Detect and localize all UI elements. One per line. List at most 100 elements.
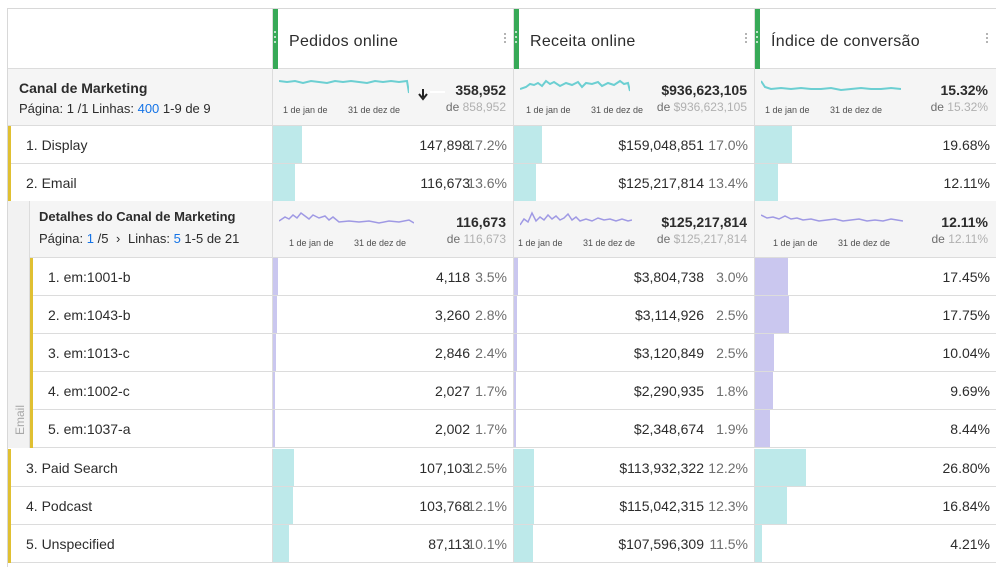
- revenue-percent: 13.4%: [708, 175, 748, 191]
- orders-percent: 17.2%: [467, 137, 507, 153]
- orders-value: 3,260: [434, 307, 470, 323]
- table-row[interactable]: 5. em:1037-a 2,002 1.7% $2,348,674 1.9% 8.44%: [30, 410, 996, 448]
- row-accent: [30, 372, 33, 410]
- total-value: $936,623,105: [661, 82, 747, 98]
- summary-revenue: 1 de jan de 31 de dez de $936,623,105 de…: [513, 69, 754, 125]
- conv-bar: [754, 334, 774, 371]
- sparkline: [520, 211, 632, 226]
- conversion-value: 26.80%: [942, 460, 990, 476]
- revenue-value: $113,932,322: [619, 460, 704, 476]
- date-end: 31 de dez de: [591, 105, 644, 115]
- conversion-value: 17.75%: [942, 307, 990, 323]
- column-header-orders[interactable]: Pedidos online: [272, 9, 513, 69]
- rows-per-page-select[interactable]: 400: [137, 101, 160, 116]
- drag-handle[interactable]: [513, 9, 519, 69]
- revenue-value: $3,114,926: [634, 307, 704, 323]
- row-label[interactable]: 4. Podcast: [26, 498, 93, 514]
- breakdown-pagination: Página: 1 /5 › Linhas: 5 1-5 de 21: [39, 231, 240, 246]
- row-label[interactable]: 5. em:1037-a: [48, 421, 131, 437]
- row-label[interactable]: 2. em:1043-b: [48, 307, 131, 323]
- page-number[interactable]: 1: [66, 101, 74, 116]
- row-label[interactable]: 3. em:1013-c: [48, 345, 130, 361]
- revenue-percent: 3.0%: [716, 269, 748, 285]
- revenue-value: $3,804,738: [633, 269, 704, 285]
- page-number[interactable]: 1: [86, 231, 94, 246]
- rows-per-page-select[interactable]: 5: [173, 231, 181, 246]
- table-row[interactable]: 1. Display 147,898 17.2% $159,048,851 17.0% 1…: [8, 126, 996, 164]
- orders-bar: [272, 525, 289, 562]
- row-label[interactable]: 3. Paid Search: [26, 460, 118, 476]
- orders-value: 116,673: [420, 175, 470, 191]
- pagination: Página: 1 /1 Linhas: 400 1-9 de 9: [19, 101, 211, 116]
- sparkline: [761, 214, 903, 222]
- summary-conversion: 1 de jan de 31 de dez de 15.32% de 15.32…: [754, 69, 995, 125]
- row-label[interactable]: 5. Unspecified: [26, 536, 115, 552]
- conv-bar: [754, 372, 773, 409]
- column-header-revenue[interactable]: Receita online: [513, 9, 754, 69]
- grand-total: 116,673: [463, 232, 507, 246]
- row-range: 1-9 de 9: [162, 101, 211, 116]
- row-accent: [30, 410, 33, 448]
- row-accent: [30, 296, 33, 334]
- revenue-percent: 12.2%: [708, 460, 748, 476]
- column-settings-icon[interactable]: [986, 33, 989, 45]
- total-value: 358,952: [455, 82, 506, 98]
- row-accent: [8, 164, 11, 202]
- grand-total: $936,623,105: [673, 100, 747, 114]
- date-start: 1 de jan de: [518, 238, 563, 248]
- total-value: 116,673: [456, 214, 506, 230]
- breakdown-summary-revenue: 1 de jan de 31 de dez de $125,217,814 de…: [513, 201, 754, 257]
- revenue-percent: 17.0%: [708, 137, 748, 153]
- revenue-bar: [513, 487, 534, 524]
- table-row[interactable]: 5. Unspecified 87,113 10.1% $107,596,309 11.…: [8, 525, 996, 563]
- orders-bar: [272, 296, 277, 333]
- revenue-bar: [513, 525, 533, 562]
- revenue-bar: [513, 372, 516, 409]
- date-end: 31 de dez de: [348, 105, 401, 115]
- row-label[interactable]: 1. Display: [26, 137, 88, 153]
- freeform-table: Pedidos online Receita online Índice de …: [7, 8, 996, 567]
- revenue-value: $2,348,674: [633, 421, 704, 437]
- table-row[interactable]: 2. em:1043-b 3,260 2.8% $3,114,926 2.5% 17.75…: [30, 296, 996, 334]
- column-settings-icon[interactable]: [745, 33, 748, 45]
- orders-value: 2,027: [434, 383, 470, 399]
- row-label[interactable]: 4. em:1002-c: [48, 383, 130, 399]
- drag-handle[interactable]: [272, 9, 278, 69]
- drag-handle[interactable]: [754, 9, 760, 69]
- conversion-value: 8.44%: [950, 421, 990, 437]
- revenue-value: $2,290,935: [633, 383, 704, 399]
- table-row[interactable]: 3. Paid Search 107,103 12.5% $113,932,322 12…: [8, 449, 996, 487]
- dimension-title[interactable]: Canal de Marketing: [19, 80, 148, 96]
- orders-value: 147,898: [419, 137, 470, 153]
- grand-total: $125,217,814: [673, 232, 747, 246]
- sparkline: [520, 79, 630, 92]
- orders-bar: [272, 449, 294, 486]
- table-row[interactable]: 1. em:1001-b 4,118 3.5% $3,804,738 3.0% 17.45…: [30, 258, 996, 296]
- breakdown-dimension-title[interactable]: Detalhes do Canal de Marketing: [39, 209, 236, 224]
- conv-bar: [754, 296, 789, 333]
- row-label[interactable]: 2. Email: [26, 175, 77, 191]
- summary-row: Canal de Marketing Página: 1 /1 Linhas: …: [8, 69, 996, 126]
- revenue-bar: [513, 296, 517, 333]
- download-icon[interactable]: [418, 88, 446, 102]
- conv-bar: [754, 487, 787, 524]
- date-start: 1 de jan de: [289, 238, 334, 248]
- revenue-bar: [513, 258, 518, 295]
- table-row[interactable]: 3. em:1013-c 2,846 2.4% $3,120,849 2.5% 10.04…: [30, 334, 996, 372]
- column-title: Índice de conversão: [771, 33, 920, 50]
- row-accent: [8, 525, 11, 563]
- row-label[interactable]: 1. em:1001-b: [48, 269, 131, 285]
- conv-bar: [754, 164, 778, 201]
- next-page-icon[interactable]: ›: [116, 231, 121, 246]
- date-start: 1 de jan de: [283, 105, 328, 115]
- table-row[interactable]: 4. Podcast 103,768 12.1% $115,042,315 12.3% 1…: [8, 487, 996, 525]
- column-settings-icon[interactable]: [504, 33, 507, 45]
- table-row[interactable]: 4. em:1002-c 2,027 1.7% $2,290,935 1.8% 9.69%: [30, 372, 996, 410]
- table-row[interactable]: 2. Email 116,673 13.6% $125,217,814 13.4% 12.…: [8, 164, 996, 202]
- row-accent: [30, 334, 33, 372]
- row-accent: [8, 487, 11, 525]
- orders-percent: 2.4%: [475, 345, 507, 361]
- revenue-bar: [513, 164, 536, 201]
- conv-bar: [754, 410, 770, 447]
- column-header-conversion[interactable]: Índice de conversão: [754, 9, 995, 69]
